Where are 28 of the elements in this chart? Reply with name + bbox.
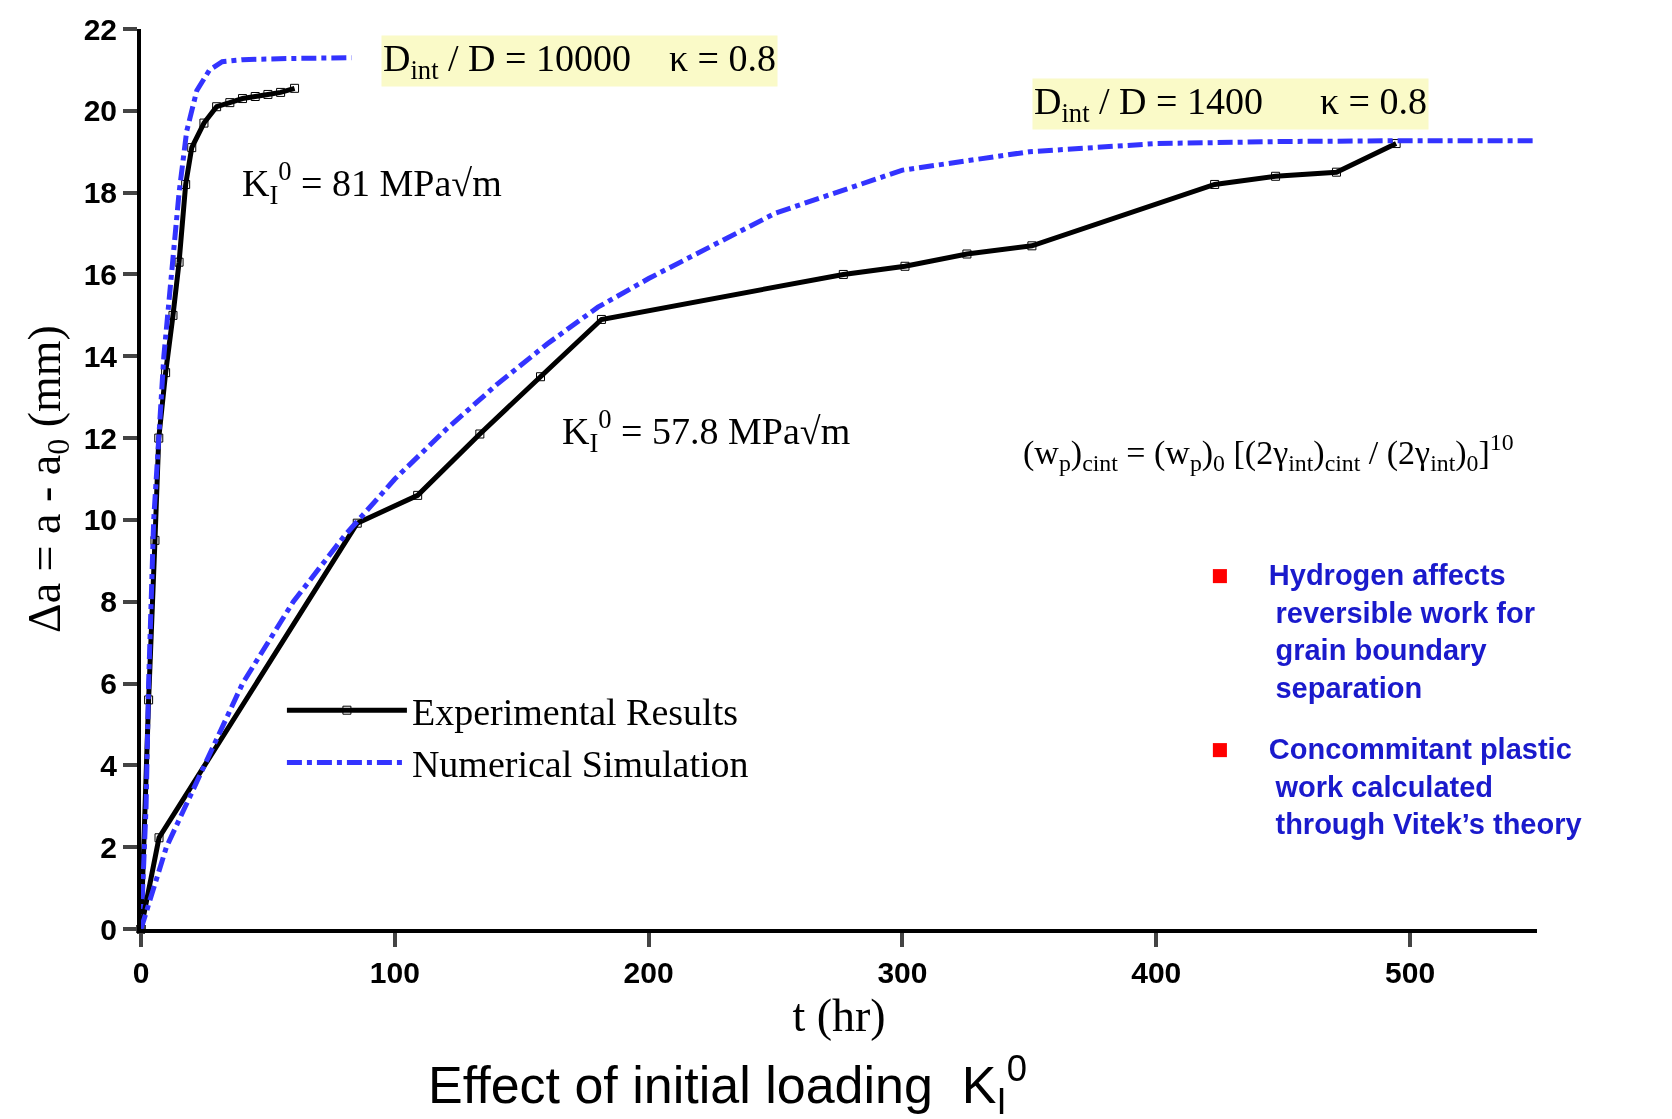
y-tick-label: 22 (83, 12, 117, 46)
y-tick-label: 16 (83, 257, 117, 291)
y-tick-label: 0 (100, 912, 117, 946)
legend-label: Experimental Results (411, 691, 739, 734)
annotation: K$_{I}$$^{0}$ = 57.8 MPa√m (562, 404, 851, 458)
y-tick-label: 2 (100, 830, 117, 864)
y-tick-label: 14 (83, 339, 118, 373)
x-tick-label: 500 (1385, 956, 1436, 989)
y-tick-label: 10 (83, 503, 117, 537)
annotation: D$_{int}$ / D = 10000 κ = 0.8 (383, 37, 777, 85)
y-tick-label: 20 (83, 94, 117, 128)
y-tick-label: 4 (100, 748, 118, 782)
y-tick-label: 18 (83, 176, 117, 210)
text: (w$_{p}$)$_{cint}$ = (w$_{p}$)$_{0}$ [(2γ$_{int}$)$_{cint}$ / (2γ$_{int}$)$_{0}$]$^{10}$ (1023, 429, 1514, 477)
x-tick-label: 100 (369, 956, 420, 989)
y-tick-label: 12 (83, 421, 117, 455)
y-tick-label: 8 (100, 585, 117, 619)
x-tick-label: 300 (877, 956, 928, 989)
x-tick-label: 200 (623, 956, 674, 989)
annotation: D$_{int}$ / D = 1400 κ = 0.8 (1034, 80, 1428, 128)
x-axis-title: t (hr) (792, 990, 886, 1042)
text: ■ Concommitant plastic work calculated through Vitek’s theory (1211, 733, 1582, 841)
x-tick-label: 400 (1131, 956, 1182, 989)
x-tick-label: 0 (132, 956, 150, 989)
annotation: K$_{I}$$^{0}$ = 81 MPa√m (242, 156, 502, 210)
text: ■ Hydrogen affects reversible work for grain boundary separation (1211, 559, 1535, 705)
y-tick-label: 6 (100, 667, 117, 701)
legend-label: Numerical Simulation (411, 743, 749, 786)
